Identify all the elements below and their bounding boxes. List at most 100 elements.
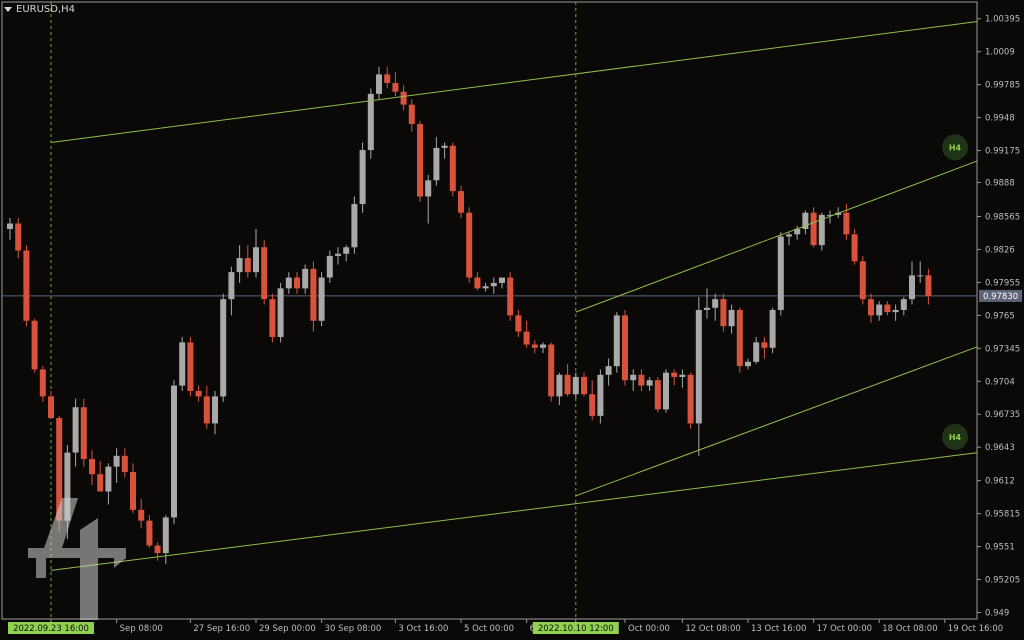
bear-candle — [859, 261, 866, 300]
bear-candle — [523, 331, 530, 345]
bull-candle — [900, 299, 907, 310]
bull-candle — [728, 309, 735, 327]
time-tick-label: 13 Oct 16:00 — [751, 624, 806, 634]
bear-candle — [466, 212, 473, 278]
bear-candle — [384, 74, 391, 84]
symbol-label[interactable]: EURUSD,H4 — [4, 4, 75, 15]
bear-candle — [392, 83, 399, 92]
price-tick-label: 0.97955 — [985, 278, 1020, 288]
bull-candle — [753, 342, 760, 362]
symbol-text: EURUSD,H4 — [16, 4, 76, 15]
timeframe-badge — [942, 423, 968, 450]
bull-candle — [786, 234, 792, 237]
price-tick-label: 0.95815 — [985, 510, 1020, 520]
price-tick-label: 0.9643 — [985, 443, 1015, 453]
bull-candle — [228, 272, 235, 300]
price-tick-label: 0.9888 — [985, 178, 1015, 188]
bull-candle — [162, 517, 169, 554]
bull-candle — [335, 253, 341, 256]
time-tick-label: 18 Oct 08:00 — [882, 624, 937, 634]
bull-candle — [646, 380, 653, 386]
timeframe-badge-label: H4 — [949, 143, 962, 152]
bear-candle — [638, 374, 645, 386]
bear-candle — [203, 396, 210, 424]
bull-candle — [892, 309, 899, 313]
time-tick-label: 19 Oct 16:00 — [948, 624, 1003, 634]
bear-candle — [720, 299, 727, 327]
bear-candle — [564, 374, 571, 395]
bull-candle — [212, 396, 218, 424]
bear-candle — [654, 380, 661, 410]
bear-candle — [195, 391, 202, 397]
timeframe-badges: H4 H4 — [942, 134, 968, 450]
bull-candle — [113, 455, 120, 467]
time-highlight-box — [532, 622, 619, 634]
bear-candle — [15, 223, 22, 251]
bear-candle — [851, 234, 858, 262]
bear-candle — [843, 212, 850, 235]
bull-candle — [630, 374, 637, 381]
bear-candle — [400, 91, 407, 105]
price-tick-label: 0.9948 — [985, 114, 1015, 124]
bear-candle — [417, 124, 423, 197]
bear-candle — [884, 304, 891, 313]
bear-candle — [39, 369, 46, 397]
bull-candle — [367, 93, 374, 151]
time-highlight-label: 2022.09.23 16:00 — [13, 624, 89, 634]
vertical-separators — [50, 2, 577, 619]
bull-candle — [7, 223, 13, 229]
bear-candle — [515, 315, 522, 332]
bull-candle — [663, 372, 669, 410]
bear-candle — [868, 299, 874, 316]
bull-candle — [876, 304, 883, 316]
bear-candle — [89, 459, 95, 475]
bull-candle — [540, 344, 546, 348]
timeframe-badge — [942, 134, 968, 161]
bull-candle — [441, 145, 448, 148]
bear-candle — [261, 247, 268, 300]
price-tick-label: 0.949 — [985, 609, 1009, 619]
time-highlight-label: 2022.10.10 12:00 — [538, 624, 614, 634]
bull-candle — [236, 258, 243, 273]
bull-candle — [613, 315, 620, 367]
time-highlight-box — [8, 622, 94, 634]
bear-candle — [294, 277, 300, 289]
bear-candle — [187, 342, 194, 392]
bear-candle — [244, 258, 251, 273]
trendlines[interactable] — [50, 20, 978, 571]
time-tick-label: Oct 00:00 — [628, 624, 670, 634]
bear-candle — [449, 145, 456, 192]
bear-candle — [130, 472, 136, 510]
price-tick-label: 1.0009 — [985, 48, 1015, 58]
time-tick-label: 3 Oct 16:00 — [398, 624, 448, 634]
bull-candle — [597, 374, 604, 416]
trendline — [575, 160, 978, 313]
time-tick-label: 12 Oct 08:00 — [685, 624, 740, 634]
bull-candle — [64, 452, 71, 521]
trendline — [575, 346, 978, 497]
price-tick-label: 0.99175 — [985, 147, 1020, 157]
time-axis[interactable]: 2022.09.23 16:00 Sep 08:00 27 Sep 16:00 29 … — [8, 619, 1003, 634]
price-tick-label: 0.9826 — [985, 245, 1015, 255]
bull-candle — [917, 275, 924, 277]
trendline — [50, 20, 978, 143]
time-tick-label: 27 Sep 16:00 — [193, 624, 250, 634]
bear-candle — [97, 474, 104, 492]
time-tick-label: 29 Sep 00:00 — [259, 624, 316, 634]
bull-candle — [318, 277, 325, 321]
bear-candle — [581, 376, 587, 395]
price-tick-label: 0.9704 — [985, 377, 1015, 387]
bull-candle — [818, 214, 825, 246]
bear-candle — [761, 342, 768, 348]
bull-candle — [359, 150, 366, 205]
bull-candle — [556, 374, 563, 397]
dropdown-triangle-icon[interactable] — [4, 7, 12, 12]
bear-candle — [736, 309, 743, 367]
price-axis[interactable]: 1.00395 1.0009 0.99785 0.9948 0.99175 0.9888 0… — [977, 15, 1022, 619]
bull-candle — [351, 204, 358, 248]
bear-candle — [548, 344, 555, 397]
price-tick-label: 0.98565 — [985, 212, 1020, 222]
watermark-logo — [28, 498, 126, 620]
